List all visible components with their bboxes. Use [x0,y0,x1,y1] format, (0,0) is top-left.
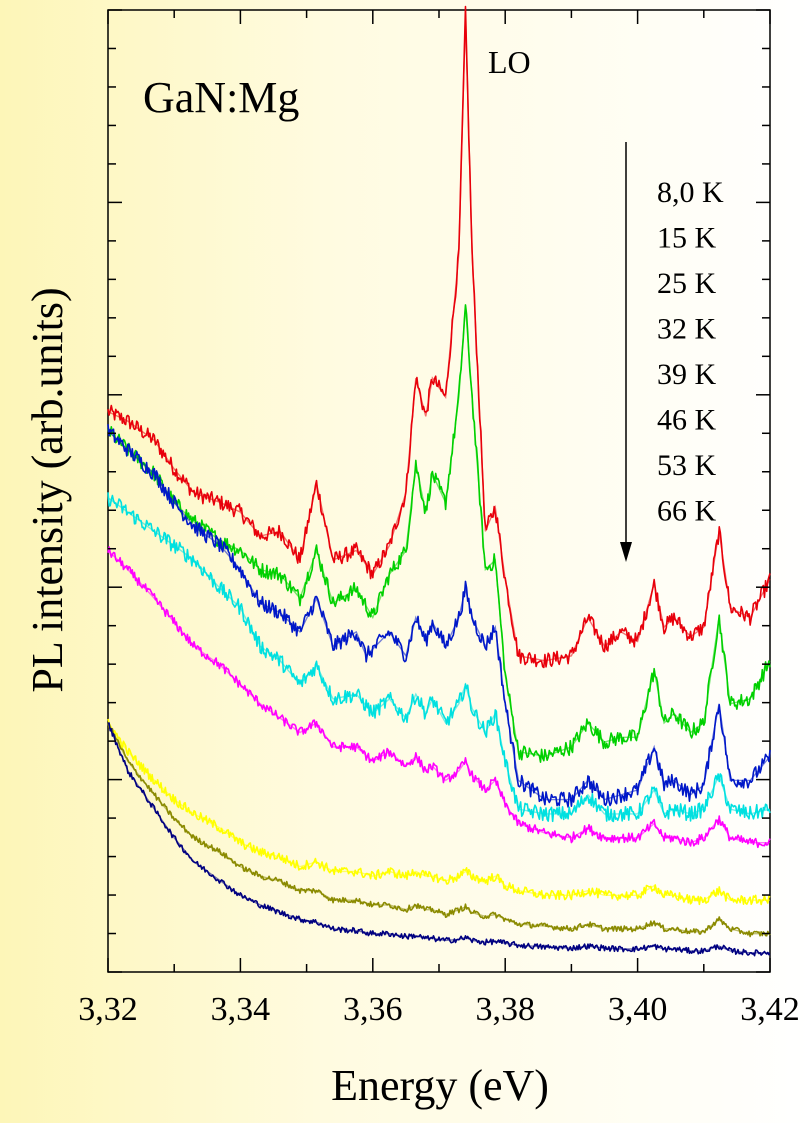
x-tick-label: 3,40 [608,991,668,1028]
series-line-7 [107,722,771,938]
series-line-5 [107,546,771,849]
series-outline-1 [107,13,771,662]
sample-annotation: GaN:Mg [143,73,299,122]
y-ticks [108,9,770,973]
series-outline-5 [107,549,770,844]
series-outline-8 [107,722,770,954]
legend-entry: 15 K [657,222,717,255]
series-outline-3 [107,430,771,801]
series-outline-4 [107,497,771,815]
peak-annotation-lo: LO [488,44,531,80]
legend-entry: 66 K [657,495,717,528]
y-axis-label: PL intensity (arb.units) [23,287,72,692]
legend-entry: 39 K [657,358,717,391]
legend-entry: 25 K [657,267,717,300]
plot-area: 3,32 3,34 3,36 3,38 3,40 3,42 [78,5,800,1028]
legend-entry: 8,0 K [657,176,724,209]
series-line-6 [107,718,771,906]
x-tick-label: 3,42 [740,991,800,1028]
x-tick-label: 3,34 [211,991,271,1028]
series-line-8 [107,722,771,957]
series-line-3 [107,424,771,808]
series-outline-7 [107,722,770,935]
legend-entry: 46 K [657,404,717,437]
x-axis-label: Energy (eV) [331,1061,549,1110]
plot-frame [107,9,771,973]
series-outline-2 [107,306,771,758]
legend-entry: 53 K [657,449,717,482]
x-tick-label: 3,36 [343,991,403,1028]
legend: 8,0 K 15 K 25 K 32 K 39 K 46 K 53 K 66 K [657,176,724,528]
x-tick-label: 3,38 [475,991,535,1028]
legend-arrow-head [620,542,632,562]
series-outline-6 [107,722,770,901]
x-ticks: 3,32 3,34 3,36 3,38 3,40 3,42 [78,10,800,1028]
x-tick-label: 3,32 [78,991,138,1028]
series-layer [107,5,771,957]
legend-entry: 32 K [657,313,717,346]
